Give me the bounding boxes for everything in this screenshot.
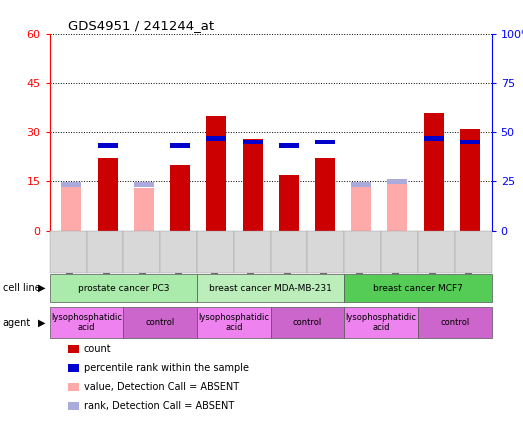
Bar (134, 188, 154, 231)
Text: breast cancer MCF7: breast cancer MCF7 (373, 283, 463, 293)
Text: lysophosphatidic
acid: lysophosphatidic acid (198, 313, 269, 332)
Bar (207, 116, 226, 231)
Bar (424, 113, 444, 231)
Bar (315, 159, 335, 231)
Bar (98, 143, 118, 148)
Text: control: control (145, 318, 175, 327)
Bar (315, 140, 335, 145)
Bar (134, 182, 154, 187)
Bar (98, 159, 118, 231)
Text: control: control (293, 318, 322, 327)
Text: lysophosphatidic
acid: lysophosphatidic acid (51, 313, 122, 332)
Bar (351, 182, 371, 187)
Text: control: control (440, 318, 470, 327)
Bar (243, 139, 263, 231)
Text: GDS4951 / 241244_at: GDS4951 / 241244_at (68, 19, 214, 32)
Bar (62, 182, 82, 187)
Bar (62, 185, 82, 231)
Bar (351, 185, 371, 231)
Bar (207, 136, 226, 141)
Bar (460, 140, 480, 145)
Text: lysophosphatidic
acid: lysophosphatidic acid (346, 313, 417, 332)
Bar (279, 143, 299, 148)
Bar (170, 165, 190, 231)
Bar (170, 143, 190, 148)
Text: agent: agent (3, 318, 31, 327)
Text: cell line: cell line (3, 283, 40, 293)
Text: value, Detection Call = ABSENT: value, Detection Call = ABSENT (84, 382, 239, 392)
Bar (460, 129, 480, 231)
Text: percentile rank within the sample: percentile rank within the sample (84, 363, 248, 373)
Text: ▶: ▶ (38, 283, 46, 293)
Text: ▶: ▶ (38, 318, 46, 327)
Text: rank, Detection Call = ABSENT: rank, Detection Call = ABSENT (84, 401, 234, 411)
Text: breast cancer MDA-MB-231: breast cancer MDA-MB-231 (209, 283, 332, 293)
Bar (279, 175, 299, 231)
Bar (424, 136, 444, 141)
Bar (243, 140, 263, 145)
Text: prostate cancer PC3: prostate cancer PC3 (77, 283, 169, 293)
Bar (388, 179, 407, 184)
Text: count: count (84, 344, 111, 354)
Bar (388, 181, 407, 231)
